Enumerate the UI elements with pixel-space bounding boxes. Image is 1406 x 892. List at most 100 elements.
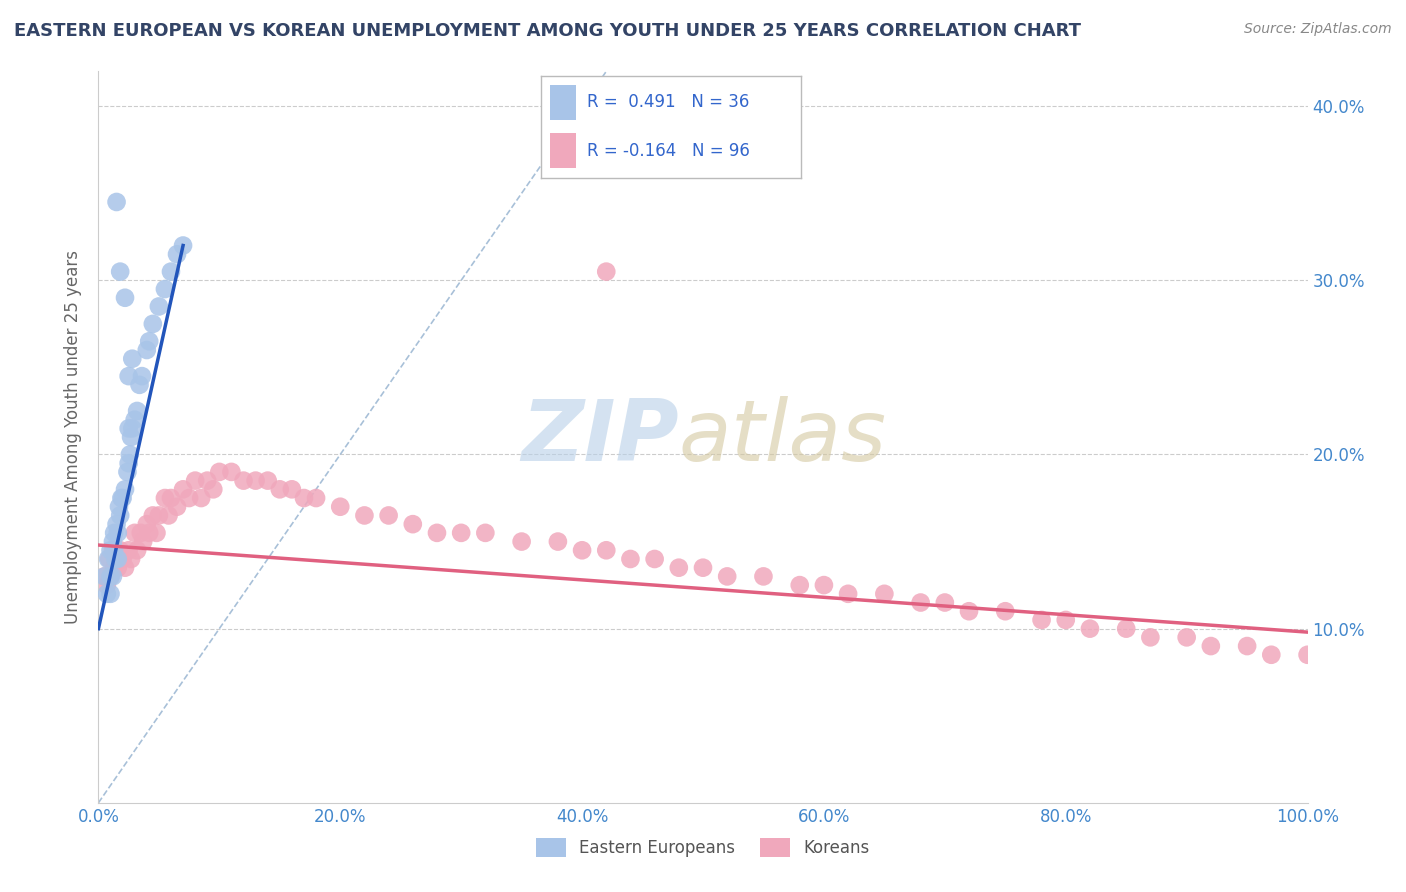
Point — [108, 500, 131, 514]
Point — [1296, 648, 1319, 662]
Point — [329, 500, 352, 514]
Point — [160, 265, 183, 279]
Point — [1054, 613, 1077, 627]
Point — [873, 587, 896, 601]
Point — [118, 543, 141, 558]
Point — [179, 491, 201, 505]
FancyBboxPatch shape — [550, 133, 576, 168]
Point — [120, 430, 142, 444]
Point — [595, 543, 617, 558]
Point — [104, 552, 127, 566]
Point — [107, 560, 129, 574]
Point — [148, 300, 170, 314]
Point — [93, 569, 115, 583]
Point — [1199, 639, 1222, 653]
Point — [208, 465, 231, 479]
Point — [157, 508, 180, 523]
Point — [105, 517, 128, 532]
Point — [195, 474, 218, 488]
Point — [118, 421, 141, 435]
Point — [166, 500, 188, 514]
Point — [110, 491, 132, 505]
Point — [160, 491, 183, 505]
Point — [994, 604, 1017, 618]
Point — [1260, 648, 1282, 662]
Point — [910, 595, 932, 609]
Point — [127, 404, 149, 418]
FancyBboxPatch shape — [550, 85, 576, 120]
Point — [153, 282, 176, 296]
Point — [145, 525, 167, 540]
Point — [100, 569, 122, 583]
Point — [292, 491, 315, 505]
Point — [138, 334, 160, 349]
Point — [118, 456, 141, 470]
Point — [202, 483, 225, 497]
Point — [103, 543, 125, 558]
Point — [752, 569, 775, 583]
Point — [101, 569, 124, 583]
Point — [232, 474, 254, 488]
Point — [108, 543, 131, 558]
Point — [153, 491, 176, 505]
Point — [138, 525, 160, 540]
Point — [510, 534, 533, 549]
Point — [120, 552, 142, 566]
Point — [107, 552, 129, 566]
Point — [166, 247, 188, 261]
Text: atlas: atlas — [679, 395, 887, 479]
Point — [619, 552, 641, 566]
Point — [111, 491, 134, 505]
Point — [98, 552, 121, 566]
Point — [121, 351, 143, 366]
Point — [97, 552, 120, 566]
Point — [100, 587, 122, 601]
Point — [124, 525, 146, 540]
Point — [114, 560, 136, 574]
Point — [114, 483, 136, 497]
Point — [108, 265, 131, 279]
Point — [101, 543, 124, 558]
Point — [184, 474, 207, 488]
Point — [474, 525, 496, 540]
Point — [96, 578, 118, 592]
Point — [172, 483, 194, 497]
Point — [135, 343, 157, 357]
Point — [121, 421, 143, 435]
Point — [190, 491, 212, 505]
Point — [1115, 622, 1137, 636]
Point — [117, 465, 139, 479]
Point — [256, 474, 278, 488]
Point — [135, 517, 157, 532]
Point — [127, 543, 149, 558]
Point — [148, 508, 170, 523]
Point — [1236, 639, 1258, 653]
Point — [305, 491, 328, 505]
Point — [108, 508, 131, 523]
Point — [269, 483, 291, 497]
Point — [96, 587, 118, 601]
Point — [107, 525, 129, 540]
Text: R = -0.164   N = 96: R = -0.164 N = 96 — [586, 142, 749, 160]
Point — [105, 552, 128, 566]
Point — [103, 560, 125, 574]
Point — [100, 569, 122, 583]
Point — [114, 291, 136, 305]
Legend: Eastern Europeans, Koreans: Eastern Europeans, Koreans — [530, 831, 876, 864]
Point — [1078, 622, 1101, 636]
Point — [172, 238, 194, 252]
Point — [716, 569, 738, 583]
Point — [668, 560, 690, 574]
Point — [595, 265, 617, 279]
Point — [426, 525, 449, 540]
Point — [934, 595, 956, 609]
Point — [131, 369, 153, 384]
Point — [789, 578, 811, 592]
Point — [101, 534, 124, 549]
Y-axis label: Unemployment Among Youth under 25 years: Unemployment Among Youth under 25 years — [65, 250, 83, 624]
Point — [1031, 613, 1053, 627]
Point — [129, 525, 152, 540]
Point — [128, 377, 150, 392]
Point — [450, 525, 472, 540]
Point — [142, 508, 165, 523]
